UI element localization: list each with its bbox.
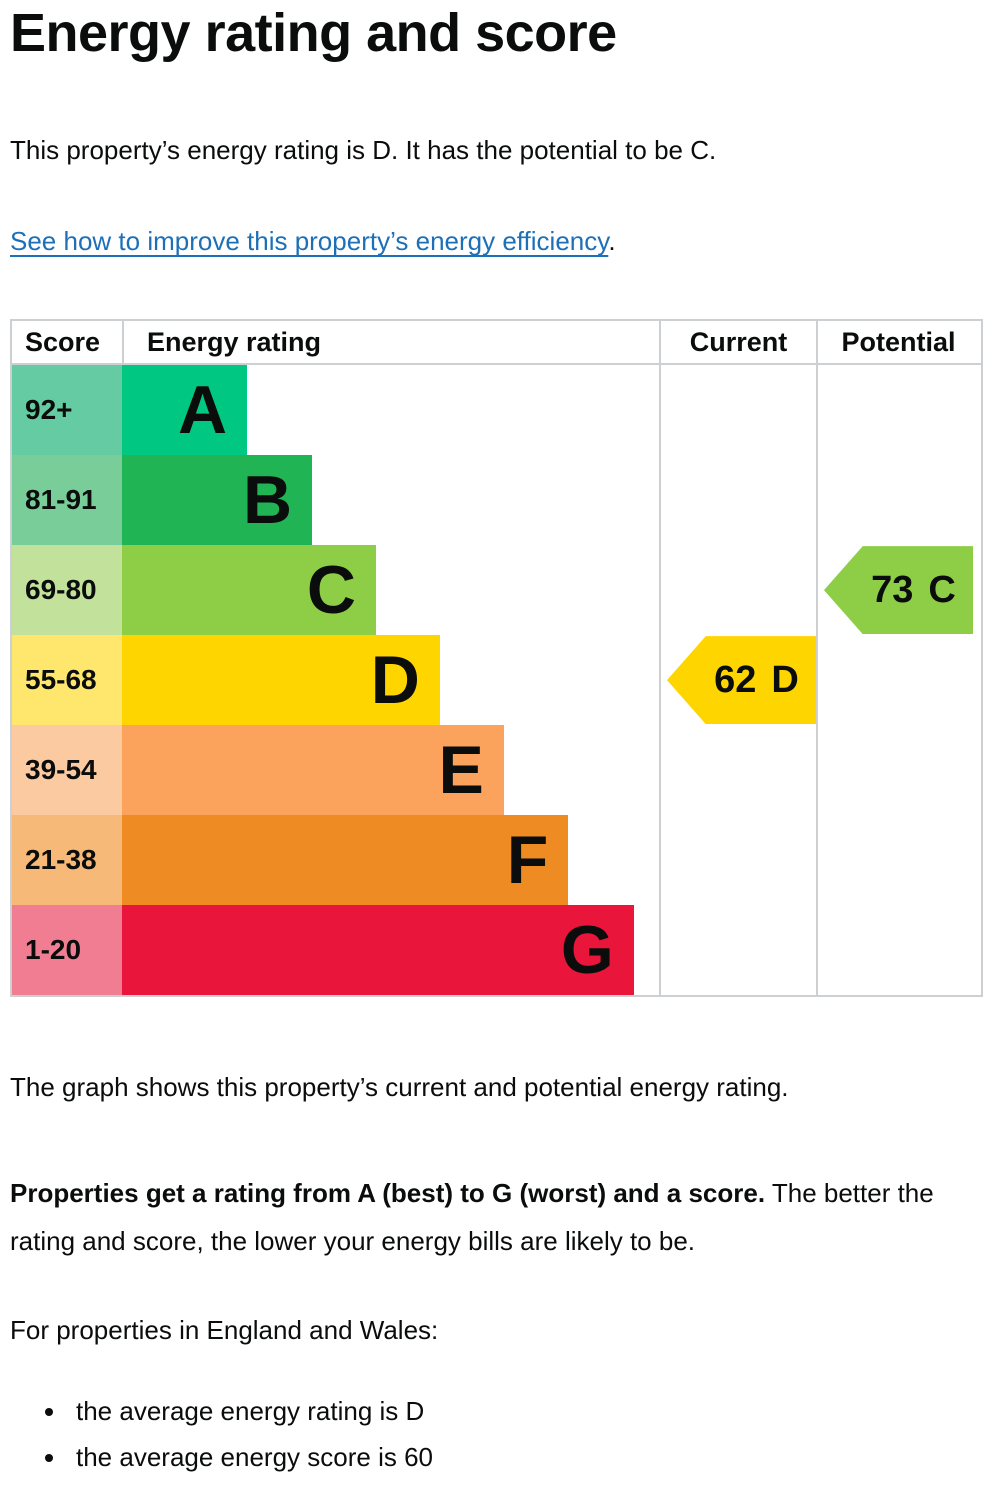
band-bar-f: F	[122, 815, 569, 906]
band-letter-b: B	[242, 462, 293, 539]
improve-link-row: See how to improve this property’s energ…	[10, 226, 990, 257]
potential-cell-e	[816, 725, 979, 816]
band-letter-a: A	[178, 372, 228, 449]
page-content: Energy rating and score This property’s …	[0, 4, 1000, 1480]
intro-text: This property’s energy rating is D. It h…	[10, 135, 717, 166]
current-cell-c	[659, 545, 816, 636]
current-cell-e	[659, 725, 816, 816]
band-bar-c: C	[122, 545, 376, 636]
band-row-g: 1-20 G	[12, 905, 981, 996]
list-item: the average energy rating is D	[68, 1388, 990, 1434]
page-title: Energy rating and score	[10, 3, 617, 63]
potential-cell-d	[816, 635, 979, 726]
potential-letter: C	[928, 568, 956, 611]
band-bar-a: A	[122, 365, 248, 456]
region-heading: For properties in England and Wales:	[10, 1314, 439, 1345]
band-row-b: 81-91 B	[12, 455, 981, 546]
potential-score: 73	[871, 568, 914, 611]
band-bar-d: D	[122, 635, 440, 726]
graph-caption: The graph shows this property’s current …	[10, 1072, 789, 1103]
band-letter-d: D	[370, 642, 420, 719]
current-cell-d: 62 D	[659, 635, 816, 726]
potential-cell-f	[816, 815, 979, 906]
potential-cell-b	[816, 455, 979, 546]
rating-explainer: Properties get a rating from A (best) to…	[10, 1169, 985, 1265]
score-range-a: 92+	[12, 365, 122, 456]
chart-header-row: Score Energy rating Current Potential	[12, 321, 981, 366]
current-rating-arrow: 62 D	[667, 636, 816, 725]
band-row-f: 21-38 F	[12, 815, 981, 906]
explainer-bold: Properties get a rating from A (best) to…	[10, 1177, 766, 1208]
averages-list: the average energy rating is D the avera…	[10, 1388, 990, 1480]
potential-cell-a	[816, 365, 979, 456]
current-cell-b	[659, 455, 816, 546]
header-potential: Potential	[816, 321, 979, 364]
band-row-e: 39-54 E	[12, 725, 981, 816]
band-bar-g: G	[122, 905, 634, 996]
current-letter: D	[771, 658, 799, 701]
score-range-e: 39-54	[12, 725, 122, 816]
potential-cell-g	[816, 905, 979, 996]
current-cell-a	[659, 365, 816, 456]
current-cell-g	[659, 905, 816, 996]
score-range-b: 81-91	[12, 455, 122, 546]
band-bar-e: E	[122, 725, 504, 816]
band-row-c: 69-80 C 73 C	[12, 545, 981, 636]
potential-cell-c: 73 C	[816, 545, 979, 636]
band-letter-g: G	[560, 912, 614, 989]
header-energy-rating: Energy rating	[122, 321, 659, 364]
current-cell-f	[659, 815, 816, 906]
band-row-a: 92+ A	[12, 365, 981, 456]
header-score: Score	[25, 327, 101, 358]
band-letter-f: F	[506, 822, 549, 899]
score-range-d: 55-68	[12, 635, 122, 726]
current-score: 62	[714, 658, 757, 701]
band-bar-b: B	[122, 455, 313, 546]
header-current: Current	[659, 321, 816, 364]
score-range-g: 1-20	[12, 905, 122, 996]
energy-rating-chart: Score Energy rating Current Potential 92…	[10, 319, 983, 998]
band-letter-e: E	[438, 732, 484, 809]
potential-rating-arrow: 73 C	[824, 546, 973, 635]
band-row-d: 55-68 D 62 D	[12, 635, 981, 726]
band-letter-c: C	[306, 552, 356, 629]
improve-efficiency-link[interactable]: See how to improve this property’s energ…	[10, 226, 609, 257]
link-suffix: .	[608, 226, 616, 257]
score-range-c: 69-80	[12, 545, 122, 636]
explainer-rest: The better the rating and score, the low…	[10, 1177, 934, 1256]
score-range-f: 21-38	[12, 815, 122, 906]
list-item: the average energy score is 60	[68, 1434, 990, 1480]
